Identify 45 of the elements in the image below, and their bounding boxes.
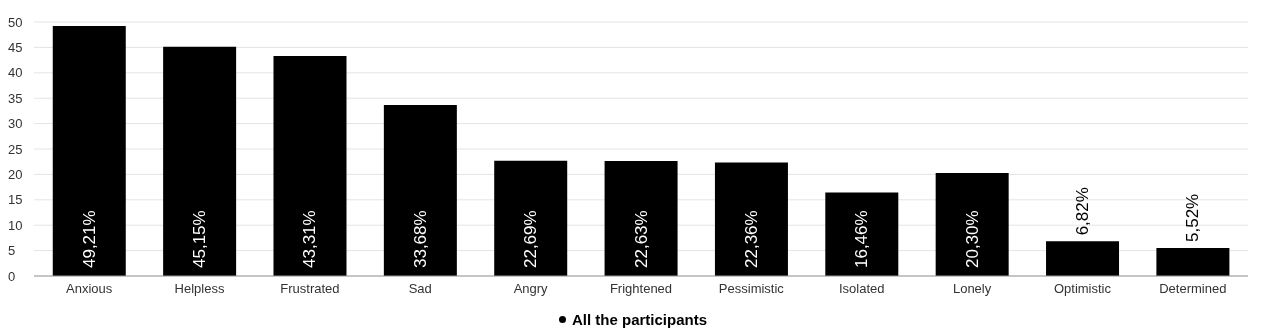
y-tick-label: 5 xyxy=(8,243,16,259)
data-label: 43,31% xyxy=(300,210,320,268)
data-label: 22,69% xyxy=(521,210,541,268)
bar xyxy=(1046,241,1120,276)
data-label: 33,68% xyxy=(410,210,430,268)
y-tick-label: 35 xyxy=(8,90,23,106)
y-tick-label: 0 xyxy=(8,268,16,284)
y-tick-label: 45 xyxy=(8,40,23,56)
x-tick-label: Frustrated xyxy=(280,281,340,297)
x-tick-label: Sad xyxy=(408,281,432,297)
bar xyxy=(1156,247,1230,276)
bar xyxy=(825,192,899,276)
data-label: 20,30% xyxy=(962,210,982,268)
x-tick-label: Isolated xyxy=(838,281,885,297)
y-tick-label: 50 xyxy=(8,14,23,30)
bar xyxy=(935,172,1009,276)
bar xyxy=(494,160,568,276)
bar xyxy=(714,162,788,276)
data-label: 16,46% xyxy=(852,210,872,268)
x-tick-label: Anxious xyxy=(66,281,113,297)
y-tick-label: 25 xyxy=(8,141,23,157)
bar xyxy=(163,46,237,276)
legend-label: All the participants xyxy=(571,310,708,328)
y-tick-label: 40 xyxy=(8,65,23,81)
x-tick-label: Angry xyxy=(513,281,549,297)
data-label: 6,82% xyxy=(1073,187,1093,236)
bar xyxy=(604,161,678,276)
bar xyxy=(273,55,347,276)
bar xyxy=(383,104,457,276)
data-label: 45,15% xyxy=(190,210,210,268)
y-tick-label: 20 xyxy=(8,167,23,183)
x-tick-label: Optimistic xyxy=(1053,281,1112,297)
x-tick-label: Helpless xyxy=(174,281,225,297)
y-tick-label: 15 xyxy=(8,192,23,208)
x-tick-label: Lonely xyxy=(952,281,992,297)
y-tick-label: 30 xyxy=(8,116,23,132)
bar xyxy=(52,26,126,276)
x-tick-label: Determined xyxy=(1159,281,1227,297)
data-label: 49,21% xyxy=(79,210,99,268)
data-label: 22,63% xyxy=(631,210,651,268)
x-tick-label: Pessimistic xyxy=(718,281,785,297)
y-tick-label: 10 xyxy=(8,217,23,233)
data-label: 22,36% xyxy=(741,210,761,268)
data-label: 5,52% xyxy=(1183,193,1203,242)
x-tick-label: Frightened xyxy=(609,281,673,297)
